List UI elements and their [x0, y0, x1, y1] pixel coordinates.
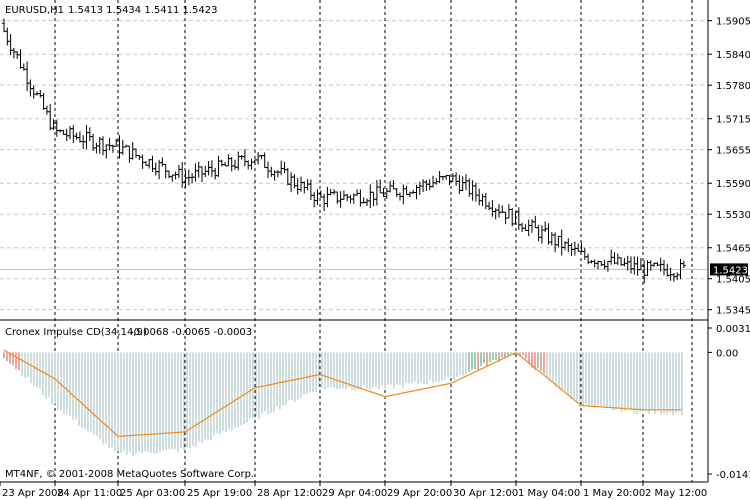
time-axis-label: 23 Apr 2008: [2, 488, 64, 499]
time-axis-label: 1 May 04:00: [518, 488, 580, 499]
signal-line[interactable]: [3, 349, 682, 437]
time-axis-label: 30 Apr 12:00: [453, 488, 518, 499]
grid-layer: [0, 0, 708, 482]
price-scale-label: 1.5530: [716, 210, 750, 221]
indicator-scale-label: 0.00: [716, 348, 738, 359]
time-axis-label: 2 May 12:00: [645, 488, 707, 499]
price-scale-label: 1.5905: [716, 17, 750, 28]
indicator-scale-label: -0.0141: [716, 470, 750, 481]
price-scale-label: 1.5345: [716, 306, 750, 317]
price-scale-label: 1.5655: [716, 146, 750, 157]
price-scale-label: 1.5840: [716, 50, 750, 61]
price-bars[interactable]: [2, 18, 686, 284]
price-scale: 1.5905 1.5840 1.5780 1.5715 1.5655 1.5590 1.55…: [708, 17, 750, 317]
time-axis-label: 24 Apr 11:00: [57, 488, 122, 499]
time-axis-label: 28 Apr 12:00: [257, 488, 322, 499]
time-axis-label: 29 Apr 04:00: [322, 488, 387, 499]
current-price-tag: [710, 263, 748, 276]
time-axis-label: 25 Apr 03:00: [120, 488, 185, 499]
main-header-ohlc: 1.5413 1.5434 1.5411 1.5423: [68, 5, 218, 16]
copyright-text: MT4NF, © 2001-2008 MetaQuotes Software C…: [5, 469, 254, 480]
current-price-label: 1.5423: [713, 265, 748, 276]
time-axis-label: 25 Apr 19:00: [187, 488, 252, 499]
time-axis-label: 29 Apr 20:00: [387, 488, 452, 499]
main-header-symbol: EURUSD,H1: [5, 5, 64, 16]
price-scale-label: 1.5780: [716, 81, 750, 92]
price-scale-label: 1.5590: [716, 179, 750, 190]
time-axis-label: 1 May 20:00: [583, 488, 645, 499]
indicator-header-values: -0.0068 -0.0065 -0.0003: [130, 327, 252, 338]
price-scale-label: 1.5465: [716, 244, 750, 255]
ohlc-bar[interactable]: [681, 260, 686, 269]
price-scale-label: 1.5405: [716, 275, 750, 286]
indicator-header-name: Cronex Impulse CD(34,14,9): [5, 327, 147, 338]
indicator-histogram[interactable]: [3, 349, 683, 456]
price-scale-label: 1.5715: [716, 115, 750, 126]
indicator-scale: 0.0031 0.00 -0.0141: [708, 324, 750, 481]
indicator-scale-label: 0.0031: [716, 324, 750, 335]
